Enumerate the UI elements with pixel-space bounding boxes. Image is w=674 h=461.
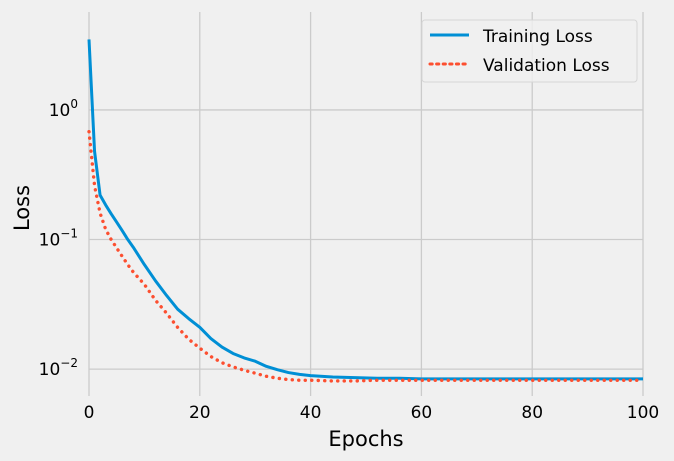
y-tick-base: 10 — [49, 101, 71, 121]
x-tick-label: 100 — [627, 403, 659, 423]
y-tick-label: 10−2 — [39, 356, 78, 380]
y-tick-exponent: 0 — [70, 97, 78, 111]
x-tick-label: 0 — [84, 403, 95, 423]
x-tick-label: 40 — [300, 403, 322, 423]
y-axis-label: Loss — [10, 185, 34, 231]
grid — [88, 12, 644, 396]
series-line-training-loss — [87, 39, 643, 381]
x-tick-label: 60 — [411, 403, 433, 423]
legend: Training Loss Validation Loss — [421, 19, 638, 83]
y-tick-label: 10−1 — [39, 227, 78, 251]
y-tick-base: 10 — [39, 360, 61, 380]
y-tick-base: 10 — [39, 231, 61, 251]
x-axis-ticks: 0 20 40 60 80 100 — [84, 403, 660, 423]
series-layer — [87, 39, 645, 383]
y-tick-exponent: −1 — [60, 227, 78, 241]
series-line-validation-loss — [87, 129, 645, 383]
legend-box — [421, 19, 638, 83]
y-tick-exponent: −2 — [60, 356, 78, 370]
x-tick-label: 80 — [521, 403, 543, 423]
x-tick-label: 20 — [189, 403, 211, 423]
y-tick-label: 100 — [49, 97, 78, 121]
legend-label-training-loss: Training Loss — [482, 27, 593, 47]
legend-label-validation-loss: Validation Loss — [483, 56, 610, 76]
x-axis-label: Epochs — [328, 427, 403, 451]
